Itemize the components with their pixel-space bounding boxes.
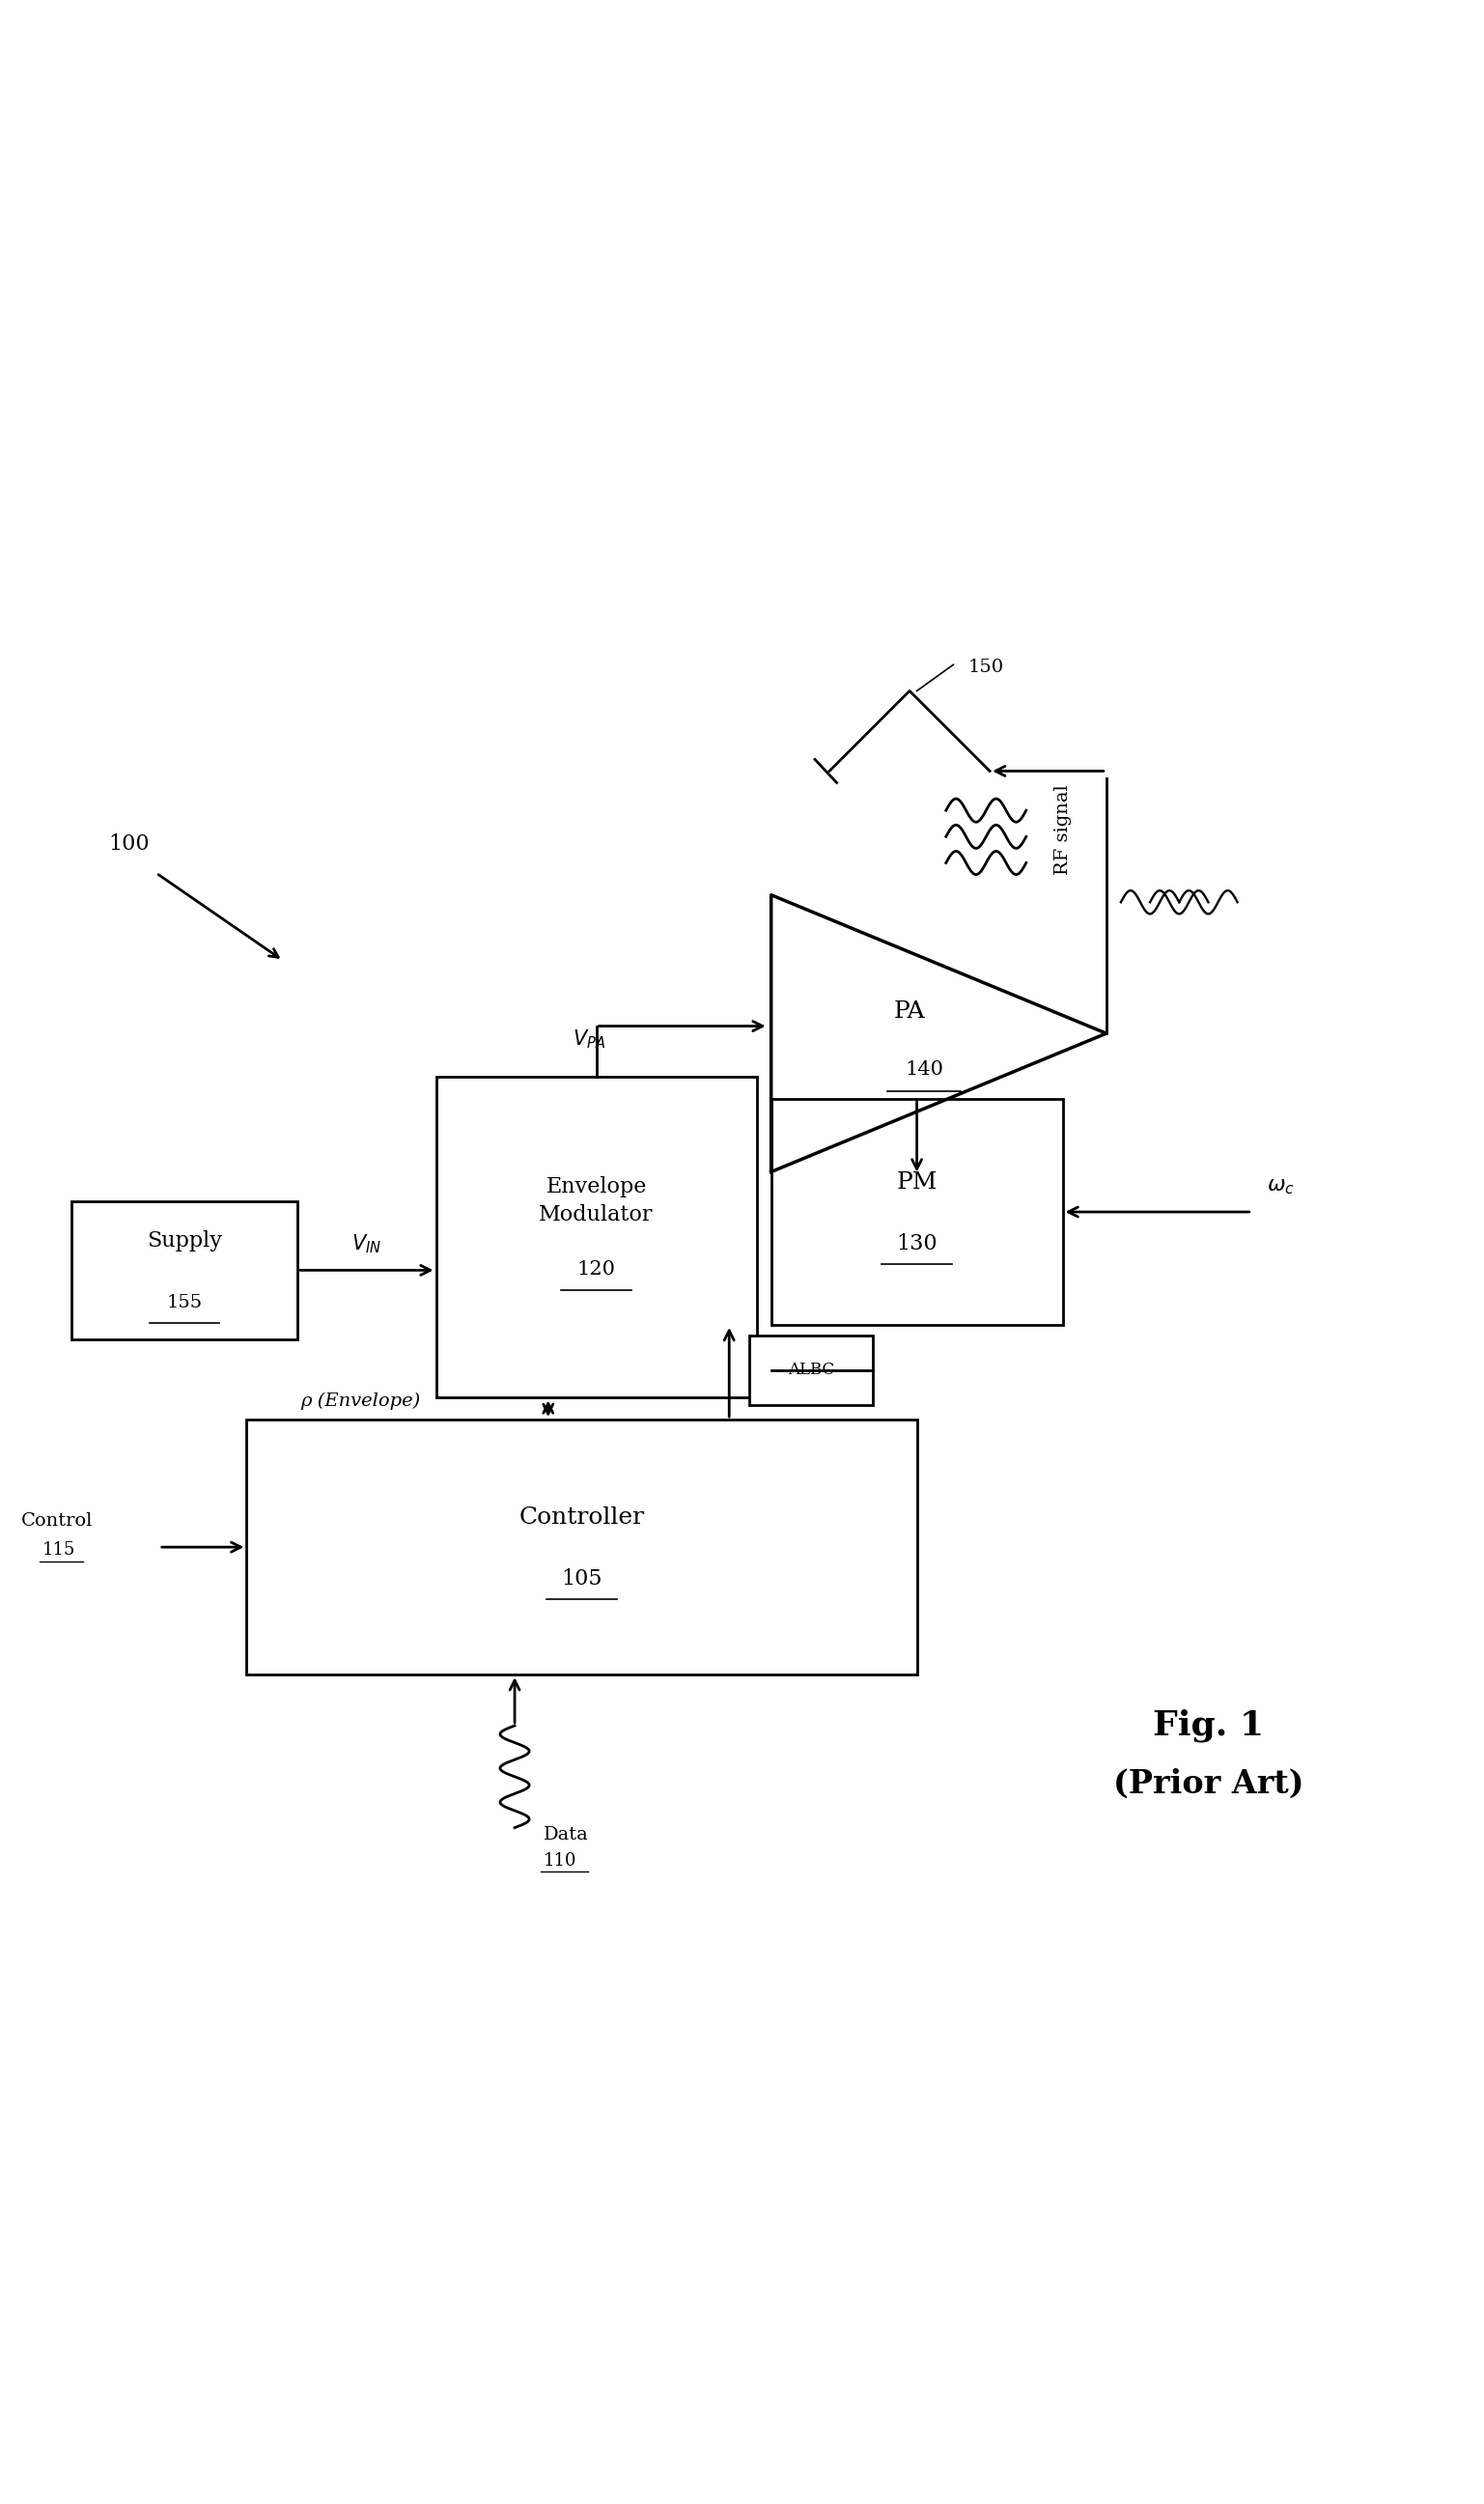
Text: 115: 115: [43, 1542, 76, 1557]
Text: Controller: Controller: [519, 1507, 644, 1530]
Text: $\omega_c$: $\omega_c$: [1267, 1174, 1296, 1197]
Text: Supply: Supply: [147, 1229, 223, 1252]
Text: Envelope
Modulator: Envelope Modulator: [539, 1177, 653, 1224]
Text: PM: PM: [896, 1172, 938, 1194]
Text: ALBC: ALBC: [788, 1362, 834, 1377]
Text: Control: Control: [21, 1512, 92, 1530]
Text: 150: 150: [968, 659, 1003, 676]
Bar: [246, 1420, 917, 1675]
Text: 100: 100: [108, 834, 150, 854]
Text: 130: 130: [896, 1234, 938, 1255]
Text: ρ (Envelope): ρ (Envelope): [300, 1392, 420, 1410]
Text: RF signal: RF signal: [1054, 784, 1071, 874]
Bar: [772, 1099, 1063, 1325]
Text: PA: PA: [893, 1002, 926, 1022]
Text: (Prior Art): (Prior Art): [1113, 1768, 1303, 1800]
Text: 105: 105: [561, 1568, 603, 1590]
Bar: [436, 1077, 757, 1397]
Bar: [71, 1202, 298, 1340]
Text: $V_{PA}$: $V_{PA}$: [573, 1029, 605, 1052]
Text: θ: θ: [751, 1362, 764, 1382]
Text: Data: Data: [543, 1825, 589, 1843]
Text: 140: 140: [905, 1062, 944, 1079]
Text: 110: 110: [543, 1853, 577, 1870]
Text: 120: 120: [577, 1260, 616, 1280]
Text: Fig. 1: Fig. 1: [1153, 1710, 1264, 1743]
Text: $V_{IN}$: $V_{IN}$: [352, 1232, 381, 1255]
Text: 155: 155: [166, 1295, 202, 1312]
Bar: [749, 1335, 873, 1405]
